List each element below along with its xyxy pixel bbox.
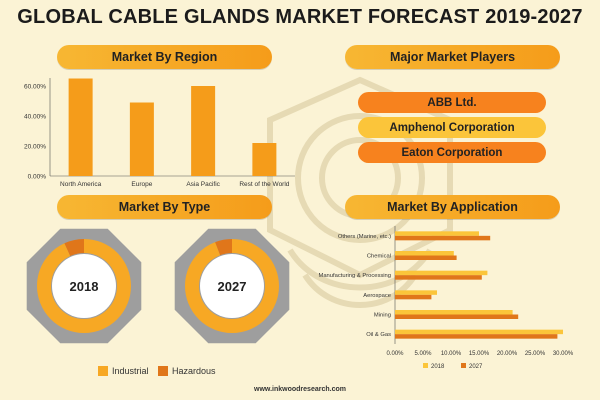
app-category-label: Oil & Gas <box>366 332 391 338</box>
region-category-label: Rest of the World <box>239 181 289 188</box>
donut-center <box>52 254 116 318</box>
donut-center <box>200 254 264 318</box>
app-bar-2027 <box>395 255 457 260</box>
region-bar-chart: 0.00% 20.00% 40.00% 60.00% North America Euro… <box>24 78 295 188</box>
region-bar <box>191 86 216 176</box>
hazardous-legend-label: Hazardous <box>172 366 216 376</box>
app-bar-2027 <box>395 235 491 241</box>
app-bar-2018 <box>395 329 563 335</box>
app-bar-2027 <box>395 294 432 300</box>
type-donut-2027: 2027 <box>174 228 290 344</box>
app-legend-label: 2018 <box>431 364 445 370</box>
player-eaton: Eaton Corporation <box>358 142 546 163</box>
region-bar <box>129 102 154 176</box>
app-bar-2027 <box>395 275 482 280</box>
donut-slice-hazardous <box>185 239 279 333</box>
app-category-label: Manufacturing & Processing <box>319 273 392 279</box>
app-x-tick-label: 15.00% <box>469 351 490 357</box>
player-abb: ABB Ltd. <box>358 92 546 113</box>
app-x-tick-label: 30.00% <box>553 351 574 357</box>
app-legend: 2018 2027 <box>423 363 483 370</box>
type-legend-industrial: Industrial <box>98 366 149 376</box>
application-bar-chart: Others (Marine, etc.) Chemical Manufacturi… <box>319 226 574 370</box>
cable-gland-decoration-icon <box>267 76 453 308</box>
app-x-tick-label: 25.00% <box>525 351 546 357</box>
app-x-tick-label: 20.00% <box>497 351 518 357</box>
app-category-label: Mining <box>374 313 391 319</box>
region-category-label: North America <box>60 181 102 188</box>
app-bar-2027 <box>395 314 519 319</box>
market-by-type-header: Market By Type <box>57 195 272 219</box>
type-donut-2018: 2018 <box>26 228 142 344</box>
region-category-label: Asia Pacific <box>186 181 220 188</box>
app-legend-swatch <box>423 363 428 368</box>
app-bar-2018 <box>395 270 488 276</box>
major-market-players-header: Major Market Players <box>345 45 560 69</box>
market-by-region-header: Market By Region <box>57 45 272 69</box>
type-legend-hazardous: Hazardous <box>158 366 216 376</box>
app-bar-2027 <box>395 334 558 339</box>
footer-url: www.inkwoodresearch.com <box>254 386 346 393</box>
app-x-tick-label: 0.00% <box>386 351 404 357</box>
app-bar-2018 <box>395 231 479 236</box>
app-legend-swatch <box>461 363 466 368</box>
region-y-tick-label: 20.00% <box>24 144 46 151</box>
region-y-tick-label: 0.00% <box>28 174 47 181</box>
region-y-tick-label: 60.00% <box>24 84 46 91</box>
region-y-tick-label: 40.00% <box>24 114 46 121</box>
app-x-tick-label: 5.00% <box>414 351 432 357</box>
page-title: GLOBAL CABLE GLANDS MARKET FORECAST 2019… <box>17 6 583 28</box>
app-category-label: Aerospace <box>363 293 391 299</box>
app-category-label: Others (Marine, etc.) <box>338 234 391 240</box>
app-x-tick-label: 10.00% <box>441 351 462 357</box>
app-bar-2018 <box>395 310 513 315</box>
region-bar <box>68 78 93 176</box>
industrial-swatch <box>98 366 108 376</box>
type-donut-charts: 2018 2027 <box>26 228 290 344</box>
app-category-label: Chemical <box>367 254 391 260</box>
hazardous-swatch <box>158 366 168 376</box>
app-bar-2018 <box>395 290 437 295</box>
app-bar-2018 <box>395 251 454 256</box>
donut-year-label: 2018 <box>70 279 99 294</box>
player-amphenol: Amphenol Corporation <box>358 117 546 138</box>
region-bar <box>252 143 277 176</box>
app-legend-label: 2027 <box>469 364 483 370</box>
industrial-legend-label: Industrial <box>112 366 149 376</box>
market-by-application-header: Market By Application <box>345 195 560 219</box>
donut-year-label: 2027 <box>218 279 247 294</box>
donut-slice-hazardous <box>37 239 131 333</box>
region-category-label: Europe <box>131 181 152 188</box>
